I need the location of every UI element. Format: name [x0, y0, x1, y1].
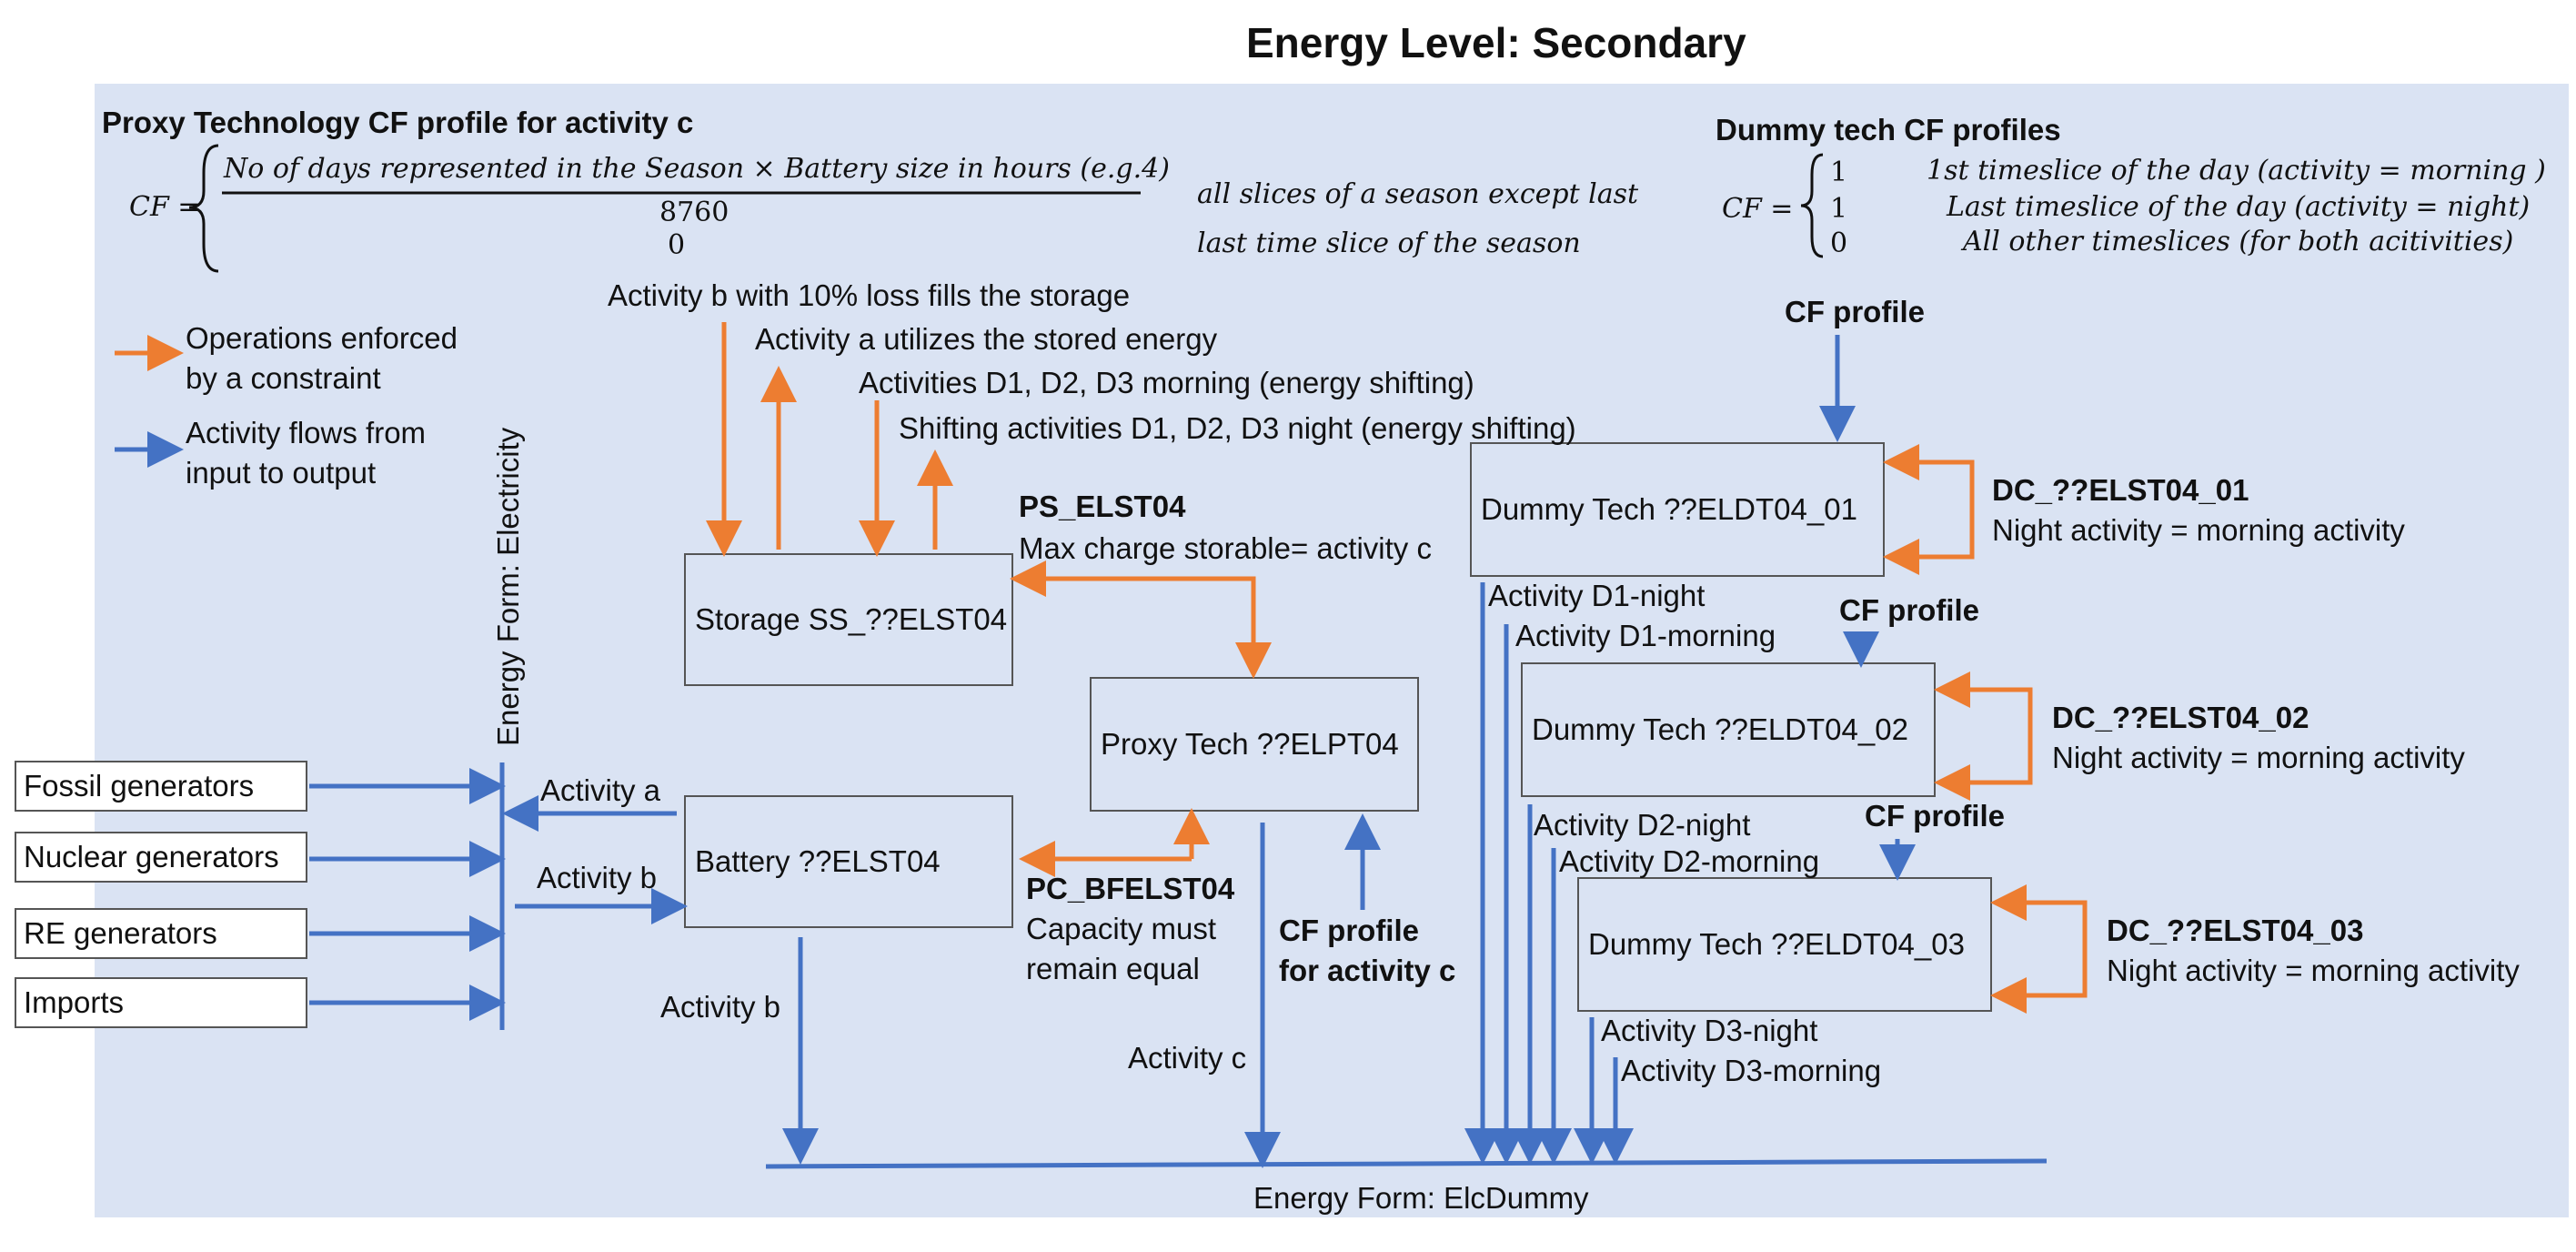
proxy-cf-brace: [188, 144, 219, 273]
legend-blue-label: Activity flows from input to output: [186, 416, 427, 490]
pc-constraint-desc-2: remain equal: [1026, 952, 1200, 985]
activities-night-label: Shifting activities D1, D2, D3 night (en…: [899, 411, 1576, 445]
proxy-cf-condition-2: last time slice of the season: [1197, 227, 1581, 259]
dummy-cf-value-2: 1: [1830, 193, 1848, 225]
d2-morning-label: Activity D2-morning: [1559, 844, 1820, 878]
dummy-tech-3-box: Dummy Tech ??ELDT04_03: [1577, 877, 1992, 1012]
pc-constraint-name: PC_BFELST04: [1026, 872, 1235, 905]
dc1-loop: [1896, 459, 1975, 560]
dummy-cf-condition-2: Last timeslice of the day (activity = ni…: [1947, 191, 2531, 223]
cf-profile-dummy-3: CF profile: [1865, 799, 2005, 833]
cf-profile-dummy-2: CF profile: [1839, 593, 1979, 627]
dummy-tech-2-box: Dummy Tech ??ELDT04_02: [1521, 662, 1936, 797]
d1-night-label: Activity D1-night: [1488, 579, 1706, 612]
activity-b-fill-label: Activity b with 10% loss fills the stora…: [608, 278, 1131, 312]
proxy-cf-numerator: No of days represented in the Season × B…: [224, 153, 1170, 185]
activity-b-in-label: Activity b: [537, 861, 658, 894]
diagram-panel: [95, 84, 2569, 1217]
proxy-cf-condition-1: all slices of a season except last: [1197, 178, 1639, 210]
input-imports: Imports: [15, 977, 307, 1028]
activity-c-label: Activity c: [1128, 1041, 1247, 1075]
ps-constraint-desc: Max charge storable= activity c: [1019, 531, 1432, 565]
dc1-constraint-name: DC_??ELST04_01: [1992, 473, 2249, 507]
elcdummy-bus: [765, 1158, 2048, 1169]
d3-morning-label: Activity D3-morning: [1621, 1054, 1882, 1087]
pc-constraint-desc-1: Capacity must: [1026, 912, 1217, 945]
dc2-loop: [1947, 687, 2033, 785]
dc2-constraint-name: DC_??ELST04_02: [2052, 701, 2309, 734]
activity-a-utilize-label: Activity a utilizes the stored energy: [755, 322, 1218, 356]
dc3-constraint-desc: Night activity = morning activity: [2107, 954, 2520, 987]
dummy-cf-heading: Dummy tech CF profiles: [1716, 113, 2061, 146]
energy-form-elcdummy-label: Energy Form: ElcDummy: [1253, 1181, 1589, 1215]
page-title: Energy Level: Secondary: [1246, 19, 1746, 66]
activities-morning-label: Activities D1, D2, D3 morning (energy sh…: [859, 366, 1474, 399]
dc3-constraint-name: DC_??ELST04_03: [2107, 914, 2364, 947]
input-nuclear-generators: Nuclear generators: [15, 832, 307, 883]
activity-b-out-label: Activity b: [660, 990, 781, 1024]
ps-constraint-name: PS_ELST04: [1019, 490, 1186, 523]
dummy-cf-condition-3: All other timeslices (for both acitiviti…: [1963, 226, 2514, 257]
input-re-generators: RE generators: [15, 908, 307, 959]
proxy-cf-heading: Proxy Technology CF profile for activity…: [102, 106, 694, 139]
d3-night-label: Activity D3-night: [1601, 1014, 1818, 1047]
input-fossil-generators: Fossil generators: [15, 761, 307, 812]
legend-orange-label: Operations enforced by a constraint: [186, 321, 458, 395]
dummy-cf-value-1: 1: [1830, 156, 1848, 188]
dummy-tech-1-box: Dummy Tech ??ELDT04_01: [1470, 442, 1885, 577]
dummy-cf-label: CF =: [1722, 193, 1794, 225]
dummy-cf-condition-1: 1st timeslice of the day (activity = mor…: [1927, 155, 2546, 187]
dc1-constraint-desc: Night activity = morning activity: [1992, 513, 2405, 547]
dummy-cf-value-3: 0: [1830, 227, 1848, 259]
battery-box: Battery ??ELST04: [684, 795, 1013, 928]
ps-constraint-connector: [1021, 576, 1272, 679]
d2-night-label: Activity D2-night: [1534, 808, 1751, 842]
proxy-cf-denominator: 8760: [659, 197, 730, 228]
cf-profile-activity-c-line1: CF profile: [1279, 914, 1419, 947]
dc3-loop: [2003, 900, 2088, 998]
activity-a-label: Activity a: [540, 773, 661, 807]
proxy-cf-label: CF =: [129, 191, 201, 223]
proxy-tech-box: Proxy Tech ??ELPT04: [1090, 677, 1419, 812]
storage-box: Storage SS_??ELST04: [684, 553, 1013, 686]
cf-profile-dummy-1: CF profile: [1785, 295, 1925, 328]
dummy-cf-brace: [1800, 153, 1824, 258]
d1-morning-label: Activity D1-morning: [1515, 619, 1776, 652]
cf-profile-activity-c-line2: for activity c: [1279, 954, 1456, 987]
proxy-cf-zero: 0: [668, 229, 686, 261]
dc2-constraint-desc: Night activity = morning activity: [2052, 741, 2465, 774]
